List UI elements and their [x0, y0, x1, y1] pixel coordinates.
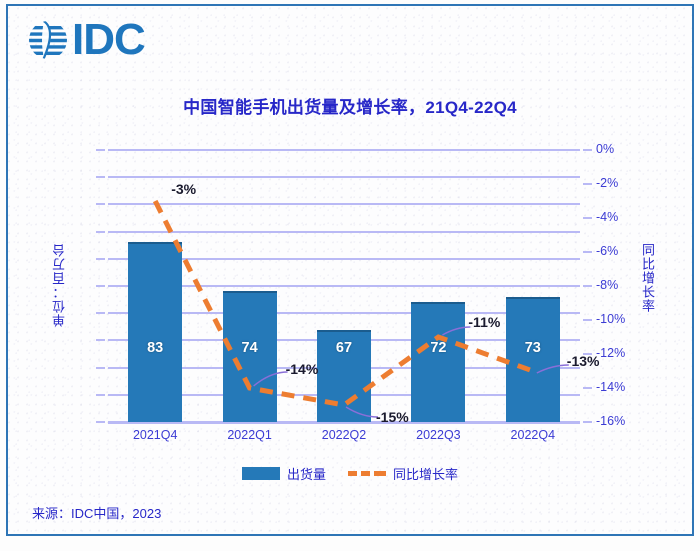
bar-value-label: 83 [147, 340, 164, 356]
y-axis-tick-left [96, 149, 105, 151]
y-axis-label-right: -12% [596, 346, 626, 360]
gridline [108, 230, 580, 233]
growth-rate-label-2022Q3: -11% [468, 314, 501, 330]
y-axis-tick-left [96, 421, 105, 423]
y-axis-tick-right [583, 353, 592, 355]
y-axis-tick-right [583, 319, 592, 321]
x-axis-label-2022Q2: 2022Q2 [321, 428, 367, 442]
legend-label-growth: 同比增长率 [393, 467, 459, 482]
y-axis-label-right: -2% [596, 176, 619, 190]
gridline [108, 176, 580, 179]
growth-rate-label-2022Q1: -14% [285, 361, 319, 377]
y-axis-tick-right [583, 421, 592, 423]
y-axis-title-left: 单位：百万台 [52, 243, 67, 327]
growth-rate-label-2022Q4: -13% [566, 353, 600, 369]
x-axis-label-2022Q4: 2022Q4 [510, 428, 556, 442]
growth-rate-label-2022Q2: -15% [376, 409, 409, 425]
y-axis-tick-left [96, 203, 105, 206]
y-axis-label-right: -16% [596, 414, 626, 428]
globe-icon [26, 18, 70, 62]
gridline [108, 285, 580, 287]
y-axis-tick-left [96, 285, 105, 287]
bar-value-label: 74 [241, 340, 258, 356]
gridline [108, 203, 580, 206]
y-axis-tick-right [583, 149, 592, 151]
y-axis-tick-left [96, 312, 105, 315]
legend-item-growth: 同比增长率 [348, 464, 458, 483]
y-axis-tick-left [96, 230, 105, 233]
y-axis-tick-left [96, 176, 105, 179]
bar-2022Q3 [411, 302, 466, 422]
gridline [108, 312, 580, 315]
chart-legend: 出货量 同比增长率 [0, 464, 700, 483]
bar-2022Q4 [505, 296, 560, 422]
y-axis-tick-right [583, 217, 592, 219]
y-axis-label-right: -6% [596, 244, 619, 258]
x-axis-label-2022Q1: 2022Q1 [227, 428, 272, 442]
plot-area: 50556065707580859095100-16%-14%-12%-10%-… [96, 142, 625, 428]
legend-label-shipments: 出货量 [286, 467, 326, 482]
x-axis-line [108, 422, 580, 424]
chart-title: 中国智能手机出货量及增长率，21Q4-22Q4 [183, 98, 517, 117]
bar-2022Q1 [222, 291, 277, 422]
legend-line-swatch [348, 471, 386, 476]
legend-item-shipments: 出货量 [241, 464, 326, 483]
y-axis-tick-left [96, 339, 105, 342]
y-axis-tick-right [583, 387, 592, 389]
y-axis-tick-right [583, 251, 592, 253]
y-axis-tick-left [96, 366, 105, 369]
x-axis-label-2021Q4: 2021Q4 [132, 428, 178, 442]
growth-rate-line [152, 199, 569, 418]
y-axis-label-right: -8% [596, 278, 619, 292]
gridline [108, 149, 580, 151]
source-note: 来源：IDC中国，2023 [32, 506, 162, 521]
bar-2021Q4 [128, 242, 183, 422]
y-axis-label-right: -14% [596, 380, 626, 394]
y-axis-title-right: 同比增长率 [640, 243, 655, 313]
y-axis-label-right: 0% [596, 142, 615, 156]
legend-bar-swatch [241, 467, 280, 480]
y-axis-tick-left [96, 393, 105, 396]
bar-value-label: 72 [430, 340, 447, 356]
gridline [108, 257, 580, 260]
y-axis-label-right: -4% [596, 210, 619, 224]
x-axis-label-2022Q3: 2022Q3 [416, 428, 461, 442]
bar-2022Q2 [317, 329, 371, 422]
logo-text: IDC [72, 15, 146, 64]
y-axis-tick-right [583, 285, 592, 287]
y-axis-label-right: -10% [596, 312, 626, 326]
y-axis-tick-left [96, 257, 105, 260]
bar-value-label: 67 [335, 340, 353, 356]
growth-rate-label-2021Q4: -3% [171, 181, 197, 197]
bar-value-label: 73 [524, 340, 541, 356]
y-axis-tick-right [583, 183, 592, 185]
idc-logo: IDC [26, 15, 146, 64]
